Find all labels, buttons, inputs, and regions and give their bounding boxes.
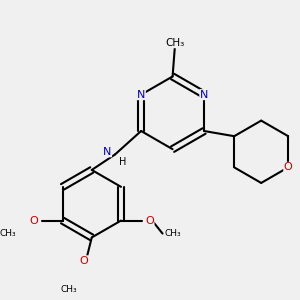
Text: N: N [103, 147, 112, 157]
Text: N: N [137, 90, 145, 100]
Text: N: N [200, 90, 208, 100]
Text: CH₃: CH₃ [0, 229, 16, 238]
Text: CH₃: CH₃ [166, 38, 185, 48]
Text: CH₃: CH₃ [60, 285, 77, 294]
Text: O: O [145, 216, 154, 226]
Text: O: O [284, 162, 292, 172]
Text: H: H [119, 157, 127, 167]
Text: O: O [30, 216, 38, 226]
Text: CH₃: CH₃ [165, 229, 181, 238]
Text: O: O [80, 256, 88, 266]
